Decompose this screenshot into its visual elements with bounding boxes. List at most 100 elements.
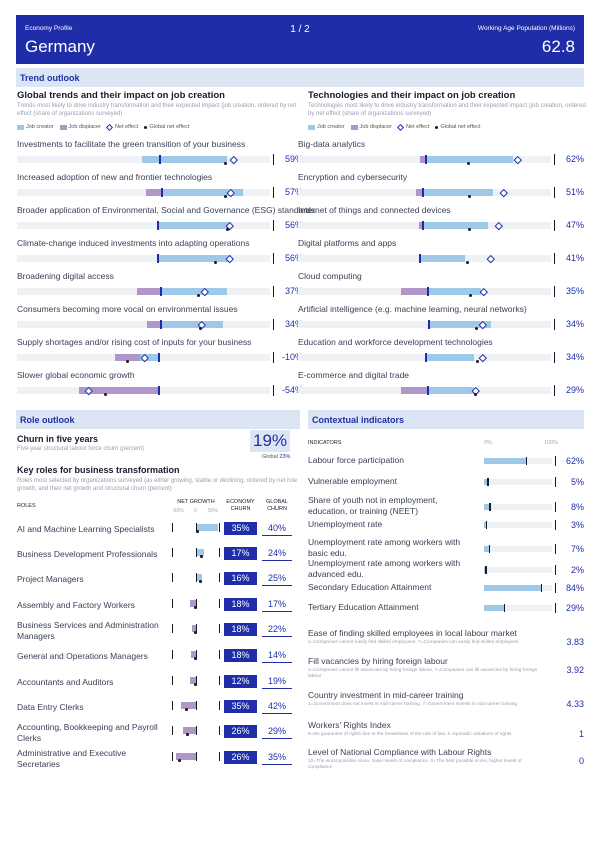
tick-line	[219, 726, 221, 735]
global-net-effect-dot-icon	[144, 125, 148, 129]
net-growth-track	[172, 573, 221, 583]
trend-end-marker	[554, 352, 555, 363]
churn-subtitle: Five-year structural labour force churn …	[17, 446, 145, 452]
tick-line	[172, 624, 174, 633]
trend-net-value: 34%	[284, 319, 303, 329]
trend-row: Consumers becoming more vocal on environ…	[17, 304, 303, 337]
indicator-track	[484, 478, 552, 486]
indicator-value: 1	[578, 729, 584, 739]
global-growth-dot-icon	[178, 759, 181, 762]
job-creator-bar	[157, 222, 230, 229]
indicator-track	[484, 604, 552, 612]
tick-line	[219, 650, 221, 659]
trend-net-value: 57%	[284, 187, 303, 197]
tick-line	[196, 573, 198, 582]
net-growth-track	[172, 701, 221, 711]
country-name: Germany	[25, 37, 95, 56]
indicator-marker	[489, 503, 491, 511]
indicator-value: 5%	[570, 477, 584, 487]
net-growth-header: NET GROWTH	[177, 499, 215, 505]
indicator-row: Workers' Rights Index 5=No guarantee of r…	[308, 720, 584, 746]
global-churn-header: GLOBAL CHURN	[265, 499, 288, 512]
country-header: Economy Profile 1 / 2 Working Age Popula…	[16, 15, 584, 64]
role-outlook-band: Role outlook	[16, 410, 300, 429]
indicator-label: Share of youth not in employment, educat…	[308, 495, 438, 516]
role-outlook-title: Role outlook	[20, 415, 75, 425]
trend-label: Artificial intelligence (e.g. machine le…	[298, 304, 527, 314]
job-displacer-bar	[401, 288, 427, 295]
trend-row: Encryption and cybersecurity 51%	[298, 172, 584, 205]
indicator-end-marker	[555, 502, 556, 512]
trend-row: Broadening digital access 37%	[17, 271, 303, 304]
trend-net-value: 62%	[565, 154, 584, 164]
trend-row: Slower global economic growth -54%	[17, 370, 303, 403]
job-creator-bar	[157, 255, 231, 262]
indicator-scale-note: 5=No guarantee of rights due to the brea…	[308, 732, 512, 737]
job-displacer-swatch	[350, 124, 358, 130]
indicator-marker	[486, 521, 488, 529]
tick-line	[219, 624, 221, 633]
economy-churn-value: 26%	[224, 725, 257, 738]
global-churn-underline	[262, 535, 292, 536]
trend-row: Climate-change induced investments into …	[17, 238, 303, 271]
indicator-track	[484, 545, 552, 553]
indicator-fill	[484, 585, 542, 591]
indicator-marker	[487, 478, 489, 486]
tick-line	[172, 650, 174, 659]
indicator-scale-note: 1=Companies cannot easily find skilled e…	[308, 640, 519, 645]
trend-row: E-commerce and digital trade 29%	[298, 370, 584, 403]
net-growth-track	[172, 676, 221, 686]
net-effect-diamond-icon	[487, 254, 496, 263]
tick-line	[219, 701, 221, 710]
job-creator-bar	[427, 387, 474, 394]
indicator-label: Level of National Compliance with Labour…	[308, 747, 492, 757]
tick-line	[172, 599, 174, 608]
indicator-value: 0	[578, 756, 584, 766]
indicator-value: 3%	[570, 520, 584, 530]
tick-line	[219, 676, 221, 685]
indicator-fill	[484, 504, 490, 510]
indicator-label: Labour force participation	[308, 455, 404, 465]
job-creator-bar	[161, 189, 243, 196]
global-churn-value: 25%	[267, 573, 286, 583]
net-effect-diamond-icon	[229, 155, 238, 164]
global-growth-dot-icon	[185, 708, 188, 711]
indicator-end-marker	[555, 565, 556, 575]
job-creator-bar	[160, 288, 227, 295]
job-creator-bar	[419, 255, 465, 262]
technologies-title: Technologies and their impact on job cre…	[308, 90, 516, 101]
role-name: Assembly and Factory Workers	[17, 600, 135, 610]
net-growth-bar	[181, 702, 196, 709]
indicator-fill	[484, 605, 504, 611]
zero-line	[425, 353, 427, 362]
indicator-value: 8%	[570, 502, 584, 512]
tick-neg: -50%	[172, 508, 184, 514]
job-displacer-bar	[419, 222, 422, 229]
trend-net-value: 56%	[284, 253, 303, 263]
zero-line	[157, 254, 159, 263]
trend-label: Slower global economic growth	[17, 370, 135, 380]
trend-net-value: 47%	[565, 220, 584, 230]
indicator-track	[484, 521, 552, 529]
trend-label: Big-data analytics	[298, 139, 366, 149]
indicator-scale-note: 1=Companies cannot fill vacancies by hir…	[308, 668, 538, 679]
tick-line	[219, 573, 221, 582]
trend-row: Artificial intelligence (e.g. machine le…	[298, 304, 584, 337]
indicator-value: 2%	[570, 565, 584, 575]
indicator-row: Vulnerable employment 5%	[308, 476, 584, 498]
global-net-effect-dot-icon	[469, 294, 472, 297]
technologies-desc: Technologies most likely to drive indust…	[308, 103, 586, 117]
trend-net-value: 35%	[565, 286, 584, 296]
indicator-value: 4.33	[566, 699, 584, 709]
job-displacer-bar	[401, 387, 427, 394]
tick-line	[219, 523, 221, 532]
indicator-tick-0: 0%	[484, 440, 492, 446]
trend-label: E-commerce and digital trade	[298, 370, 410, 380]
global-net-effect-dot-icon	[468, 195, 471, 198]
job-creator-swatch	[308, 124, 315, 130]
global-churn-value: 19%	[267, 676, 286, 686]
trend-net-value: 56%	[284, 220, 303, 230]
zero-line	[425, 155, 427, 164]
indicator-value: 84%	[565, 583, 584, 593]
role-name: Business Services and Administration Man…	[17, 620, 159, 641]
